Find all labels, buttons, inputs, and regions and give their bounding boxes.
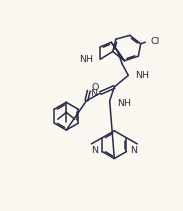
Text: N: N bbox=[90, 89, 97, 98]
Text: N: N bbox=[130, 146, 137, 155]
Text: NH: NH bbox=[135, 71, 149, 80]
Text: NH: NH bbox=[79, 55, 93, 65]
Text: O: O bbox=[91, 83, 98, 92]
Text: N: N bbox=[91, 146, 98, 155]
Text: NH: NH bbox=[117, 99, 131, 108]
Text: Cl: Cl bbox=[151, 37, 160, 46]
